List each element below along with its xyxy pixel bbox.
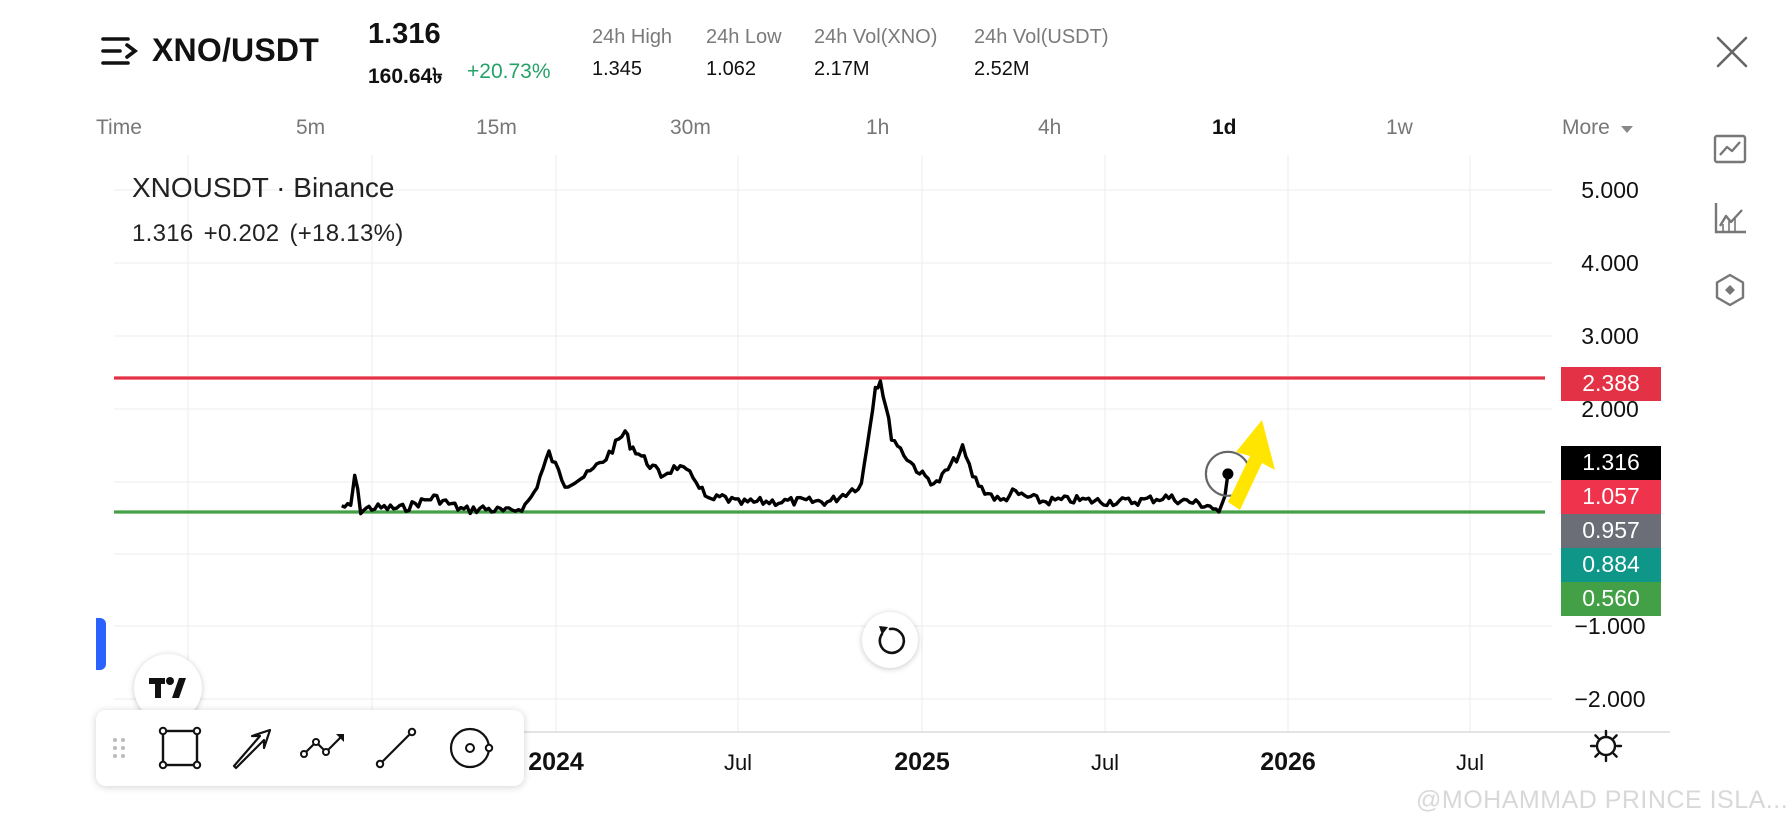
trendline-tool-icon[interactable] [372,724,420,772]
tf-1d[interactable]: 1d [1212,116,1237,139]
line-chart-icon[interactable] [1712,132,1748,168]
menu-icon[interactable] [100,34,140,68]
legend-price: 1.316 [132,220,194,247]
y-tick-label: −1.000 [1575,613,1646,639]
stat-label-vol-base: 24h Vol(XNO) [814,26,938,48]
watermark: @MOHAMMAD PRINCE ISLA... [1416,786,1789,814]
stat-label-vol-quote: 24h Vol(USDT) [974,26,1109,48]
x-tick-label: Jul [1456,750,1484,775]
x-tick-label: Jul [1091,750,1119,775]
drawing-toolbar [96,710,524,786]
price-level-tag-text: 1.316 [1582,449,1640,475]
rectangle-tool-icon[interactable] [156,724,204,772]
stat-value-low: 1.062 [706,58,757,80]
price-series-line[interactable] [341,379,1230,516]
last-price: 1.316 [368,18,441,50]
path-tool-icon[interactable] [300,724,348,772]
legend-change: +0.202 [203,220,280,247]
last-price-dot[interactable] [1222,468,1234,480]
drag-handle-icon[interactable] [110,724,130,772]
settings-icon[interactable] [1588,728,1624,764]
x-tick-label: Jul [724,750,752,775]
price-level-tag-bg [1561,514,1661,548]
price-level-tag-bg [1561,480,1661,514]
x-tick-label: 2026 [1260,748,1316,776]
price-level-tag: 0.884 [1561,548,1661,582]
stat-label-high: 24h High [592,26,673,48]
legend-title: XNOUSDT · Binance [132,172,395,203]
circle-tool-icon[interactable] [446,724,494,772]
tf-more-label: More [1562,116,1610,139]
tf-1h[interactable]: 1h [866,116,890,139]
price-level-tag: 2.388 [1561,367,1661,401]
price-level-tag-bg [1561,446,1661,480]
price-level-tag-text: 0.957 [1582,517,1640,543]
tf-5m[interactable]: 5m [296,116,326,139]
y-tick-label: 4.000 [1581,250,1639,276]
tradingview-logo-icon [149,677,186,698]
tf-15m[interactable]: 15m [476,116,517,139]
price-level-tag: 0.560 [1561,582,1661,616]
reset-chart-button[interactable] [862,612,918,668]
price-level-tag-text: 0.560 [1582,585,1640,611]
legend-change-pct: (+18.13%) [289,220,404,247]
price-level-tag-bg [1561,582,1661,616]
price-level-tag-bg [1561,367,1661,401]
reset-icon [878,626,906,655]
price-level-tag-text: 1.057 [1582,483,1640,509]
indicator-icon[interactable] [1712,272,1748,308]
tf-time[interactable]: Time [96,116,142,139]
price-level-tag: 0.957 [1561,514,1661,548]
y-tick-label: 3.000 [1581,323,1639,349]
area-chart-icon[interactable] [1712,200,1748,236]
stat-value-vol-base: 2.17M [814,58,870,80]
price-level-tag: 1.316 [1561,446,1661,480]
x-tick-label: 2024 [528,748,584,776]
price-level-tag: 1.057 [1561,480,1661,514]
price-level-tag-bg [1561,548,1661,582]
tf-30m[interactable]: 30m [670,116,711,139]
tf-more[interactable]: More [1562,116,1634,140]
target-arrow[interactable] [1228,420,1275,510]
x-tick-label: 2025 [894,748,950,776]
stat-value-vol-quote: 2.52M [974,58,1030,80]
stat-label-low: 24h Low [706,26,782,48]
last-price-local: 160.64৳ [368,65,443,88]
chevron-down-icon [1620,126,1633,133]
price-level-tag-text: 2.388 [1582,370,1640,396]
tf-1w[interactable]: 1w [1386,116,1413,139]
y-tick-label: −2.000 [1575,686,1646,712]
pair-title[interactable]: XNO/USDT [152,32,319,68]
legend-quote: 1.316 +0.202 (+18.13%) [132,220,414,248]
side-panel-tab[interactable] [96,618,106,670]
stat-value-high: 1.345 [592,58,643,80]
tf-4h[interactable]: 4h [1038,116,1062,139]
close-icon[interactable] [1714,34,1750,70]
y-tick-label: 5.000 [1581,177,1639,203]
change-percent: +20.73% [467,60,551,83]
price-level-tag-text: 0.884 [1582,551,1640,577]
arrow-tool-icon[interactable] [228,724,276,772]
